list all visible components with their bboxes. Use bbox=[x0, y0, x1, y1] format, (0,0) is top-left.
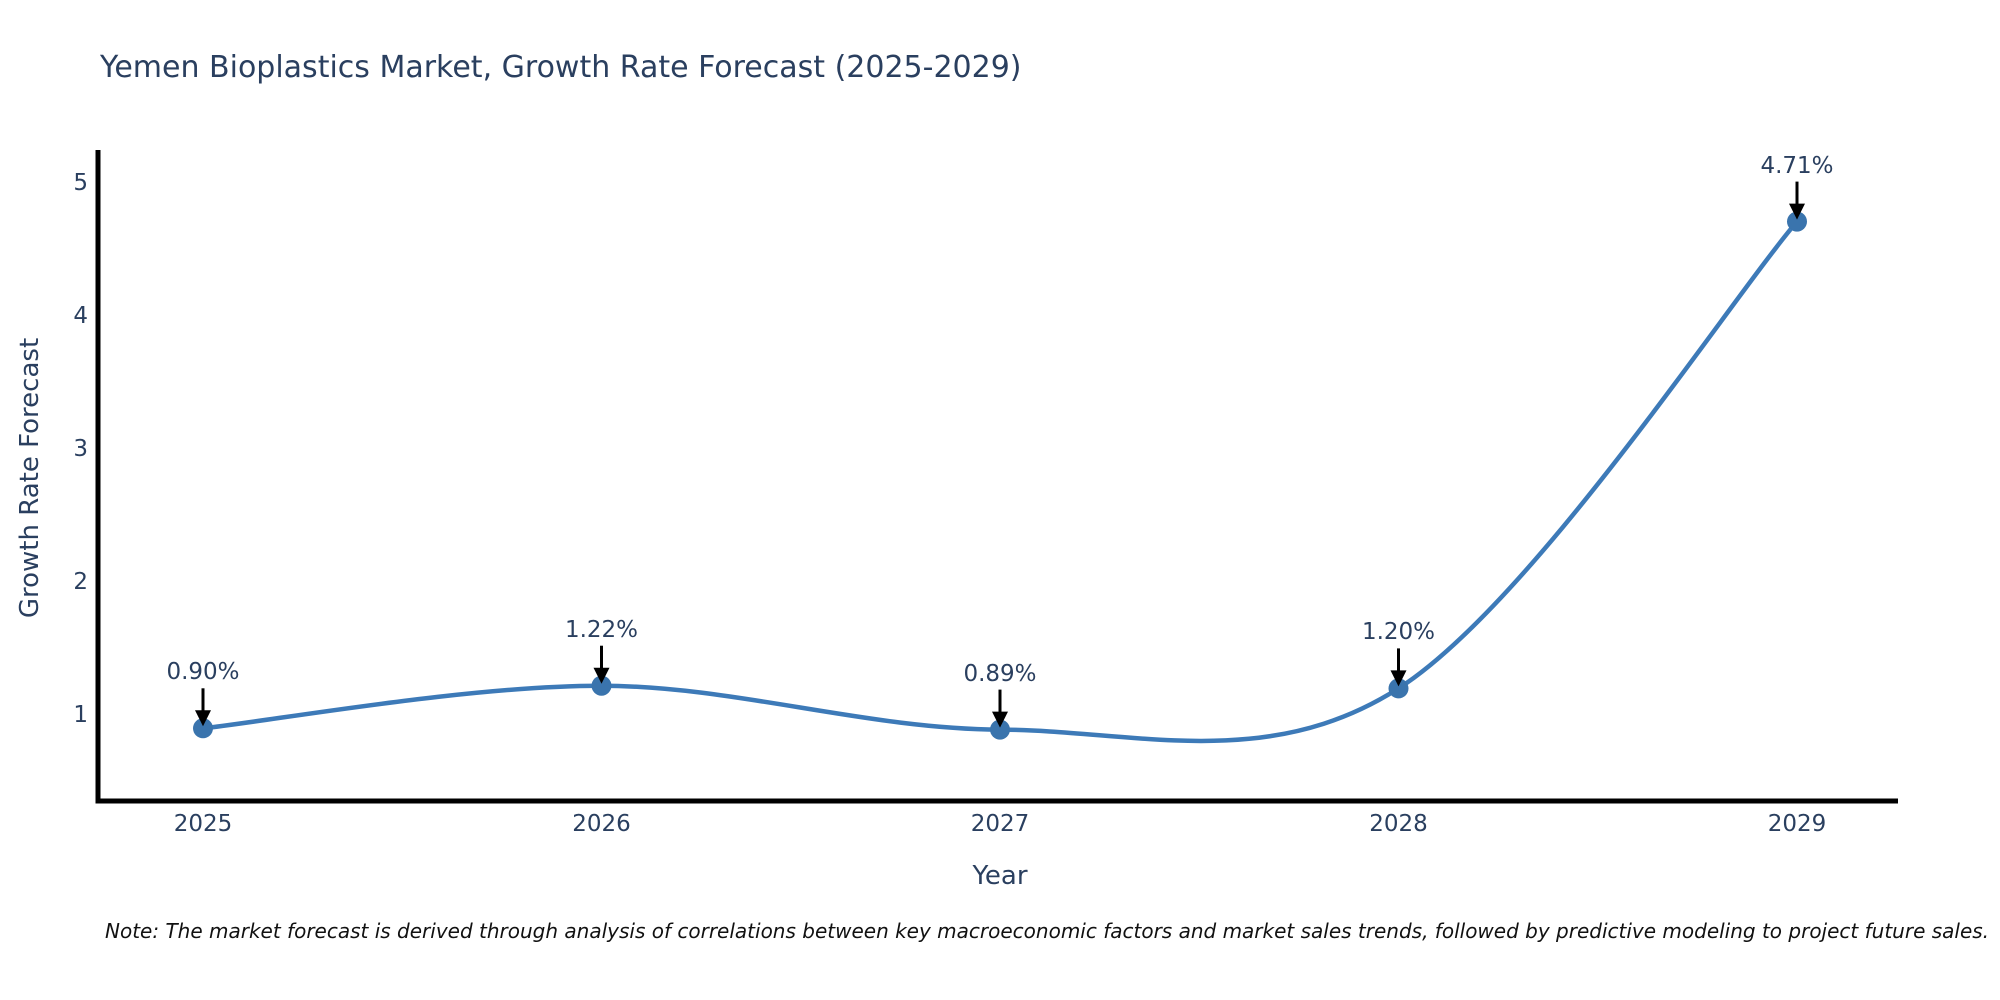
footnote: Note: The market forecast is derived thr… bbox=[105, 919, 1990, 943]
annotation-arrowhead-icon bbox=[992, 711, 1008, 728]
x-tick-label: 2025 bbox=[173, 811, 233, 837]
data-point-marker[interactable] bbox=[990, 719, 1010, 740]
annotation-arrowhead-icon bbox=[195, 710, 211, 727]
y-tick-label: 2 bbox=[73, 569, 88, 595]
y-axis-title: Growth Rate Forecast bbox=[15, 337, 45, 619]
y-tick-label: 5 bbox=[73, 170, 88, 196]
x-tick-label: 2026 bbox=[572, 811, 631, 837]
y-tick-label: 3 bbox=[73, 436, 88, 462]
annotation-arrowhead-icon bbox=[1789, 203, 1805, 220]
annotation-arrowhead-icon bbox=[1390, 670, 1407, 687]
trend-line bbox=[200, 219, 1800, 744]
data-point-marker[interactable] bbox=[193, 718, 213, 739]
point-annotation: 0.90% bbox=[166, 659, 240, 686]
chart-title: Yemen Bioplastics Market, Growth Rate Fo… bbox=[100, 50, 1022, 85]
point-annotation: 0.89% bbox=[963, 660, 1037, 687]
y-tick-label: 1 bbox=[73, 702, 88, 728]
x-axis-title: Year bbox=[972, 861, 1028, 891]
x-tick-label: 2029 bbox=[1767, 811, 1827, 837]
point-annotation: 1.20% bbox=[1361, 619, 1436, 646]
point-annotation: 1.22% bbox=[564, 616, 639, 643]
data-point-marker[interactable] bbox=[1388, 678, 1409, 699]
x-tick-label: 2028 bbox=[1369, 811, 1428, 837]
y-tick-label: 4 bbox=[73, 303, 88, 329]
data-point-marker[interactable] bbox=[591, 675, 612, 696]
x-tick-label: 2027 bbox=[970, 811, 1030, 837]
data-point-marker[interactable] bbox=[1787, 211, 1807, 232]
point-annotation: 4.71% bbox=[1760, 152, 1834, 179]
annotation-arrowhead-icon bbox=[593, 667, 610, 684]
